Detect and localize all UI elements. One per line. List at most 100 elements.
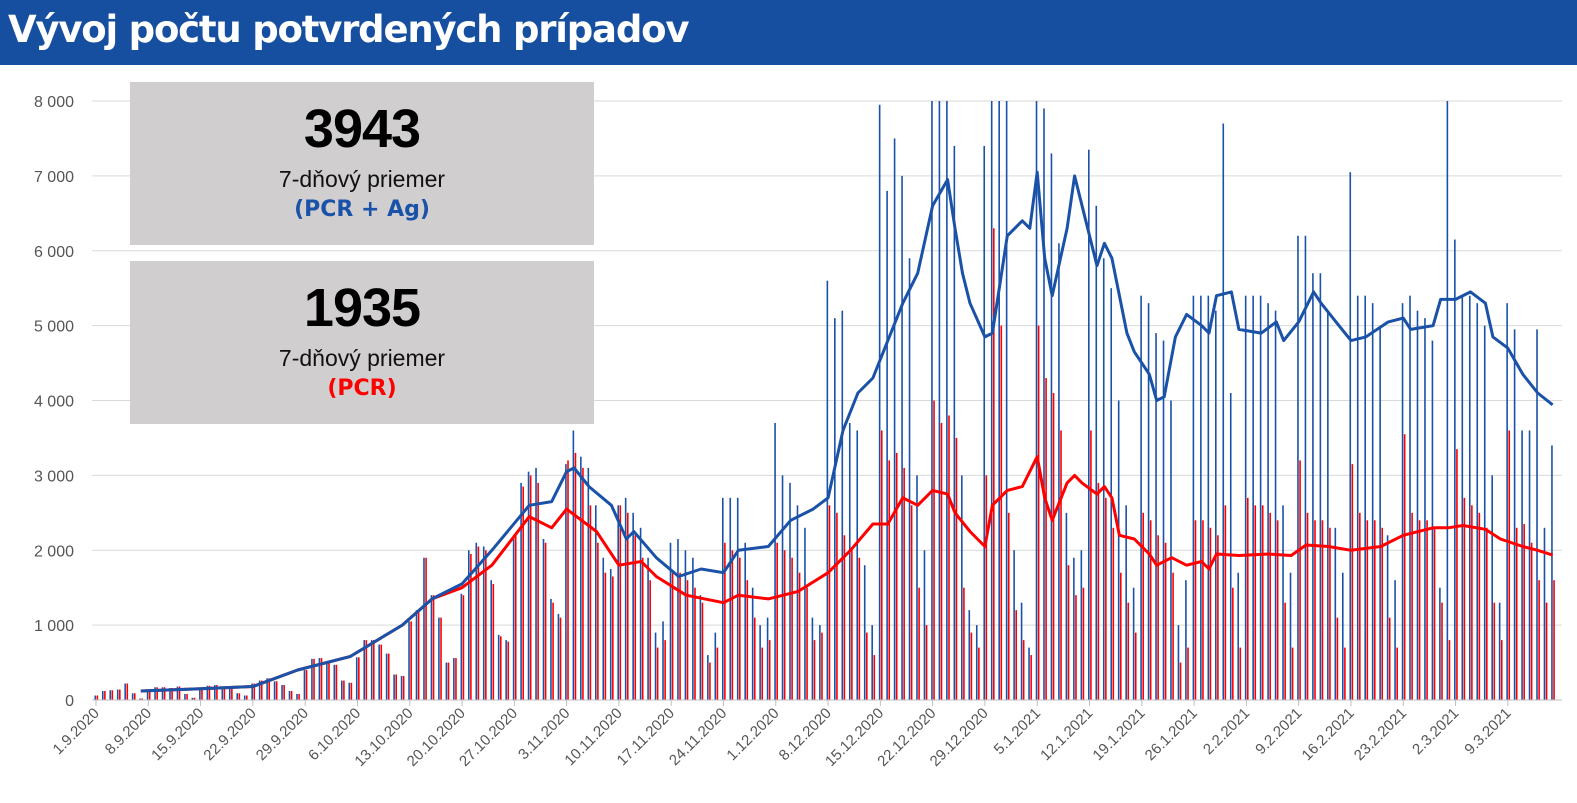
bar-pcr bbox=[462, 595, 465, 700]
bar-pcr-ag bbox=[311, 658, 313, 700]
bar-pcr-ag bbox=[400, 676, 403, 700]
average-line-pcr-ag bbox=[140, 170, 1554, 693]
bar-pcr bbox=[544, 542, 547, 700]
bar-pcr bbox=[1291, 647, 1294, 700]
bar-pcr bbox=[372, 640, 375, 700]
bar-pcr bbox=[208, 685, 211, 700]
bar-pcr-ag bbox=[1543, 527, 1546, 700]
bar-pcr bbox=[104, 691, 106, 700]
x-tick-label: 16.2.2021 bbox=[1299, 705, 1358, 764]
bar-pcr bbox=[1015, 610, 1018, 700]
bar-pcr bbox=[1471, 505, 1473, 700]
bar-pcr-ag bbox=[1162, 340, 1165, 700]
bar-pcr-ag bbox=[1170, 400, 1172, 700]
bar-pcr-ag bbox=[1222, 123, 1225, 700]
bar-pcr-ag bbox=[1013, 550, 1015, 700]
bar-pcr bbox=[813, 640, 816, 700]
bar-pcr bbox=[1127, 602, 1130, 700]
x-tick-label: 19.1.2021 bbox=[1089, 705, 1148, 764]
bar-pcr bbox=[1209, 527, 1212, 700]
bar-pcr-ag bbox=[1065, 512, 1068, 700]
bar-pcr bbox=[895, 452, 898, 700]
bar-pcr bbox=[731, 550, 734, 700]
bar-pcr bbox=[1097, 482, 1100, 700]
bar-pcr-ag bbox=[199, 688, 201, 700]
bar-pcr bbox=[1007, 512, 1010, 700]
bar-pcr bbox=[141, 698, 144, 700]
bar-pcr-ag bbox=[617, 505, 619, 700]
bar-pcr bbox=[171, 688, 173, 700]
bar-pcr-ag bbox=[1140, 295, 1142, 700]
kpi-value: 1935 bbox=[303, 278, 421, 338]
bar-pcr bbox=[1246, 497, 1249, 700]
bar-pcr-ag bbox=[968, 610, 971, 700]
bar-pcr-ag bbox=[871, 625, 873, 700]
x-tick-label: 23.2.2021 bbox=[1351, 705, 1410, 764]
y-tick-label: 0 bbox=[65, 693, 74, 710]
bar-pcr-ag bbox=[1483, 325, 1486, 700]
bar-pcr bbox=[806, 587, 808, 700]
bar-pcr bbox=[343, 680, 345, 700]
bar-pcr-ag bbox=[333, 664, 336, 700]
bar-pcr-ag bbox=[893, 138, 896, 700]
bar-pcr-ag bbox=[1155, 333, 1157, 700]
bar-pcr-ag bbox=[774, 422, 776, 700]
bar-pcr bbox=[358, 657, 360, 700]
bar-pcr-ag bbox=[1371, 303, 1374, 700]
bar-pcr bbox=[1030, 655, 1032, 700]
bar-pcr-ag bbox=[273, 681, 276, 700]
bar-pcr bbox=[1388, 617, 1391, 700]
bar-pcr-ag bbox=[288, 691, 291, 700]
bar-pcr-ag bbox=[1058, 243, 1060, 700]
bar-pcr bbox=[1381, 527, 1384, 700]
bar-pcr-ag bbox=[1341, 572, 1344, 700]
bar-pcr-ag bbox=[1394, 580, 1396, 700]
bar-pcr bbox=[447, 662, 450, 700]
bar-pcr bbox=[1299, 460, 1301, 700]
x-tick-label: 15.9.2020 bbox=[148, 705, 207, 764]
bar-pcr bbox=[499, 636, 502, 700]
kpi-card-pcr: 1935 7-dňový priemer (PCR) bbox=[130, 261, 594, 424]
bar-pcr bbox=[686, 580, 689, 700]
bar-pcr bbox=[880, 430, 883, 700]
kpi-value: 3943 bbox=[303, 99, 421, 159]
bar-pcr-ag bbox=[669, 542, 672, 700]
bar-pcr-ag bbox=[1267, 303, 1269, 700]
page-title: Vývoj počtu potvrdených prípadov bbox=[8, 8, 689, 51]
bar-pcr bbox=[1045, 378, 1047, 700]
bar-pcr bbox=[119, 689, 121, 700]
bar-pcr bbox=[641, 557, 644, 700]
bar-pcr-ag bbox=[453, 658, 455, 700]
bar-pcr bbox=[320, 658, 323, 700]
bar-pcr bbox=[335, 664, 338, 700]
bar-pcr-ag bbox=[878, 104, 881, 700]
bar-pcr-ag bbox=[1095, 205, 1098, 700]
bar-pcr bbox=[1261, 505, 1264, 700]
bar-pcr bbox=[133, 693, 136, 700]
bar-pcr-ag bbox=[423, 557, 425, 700]
bar-pcr bbox=[1239, 647, 1242, 700]
bar-pcr bbox=[1067, 565, 1070, 700]
bar-pcr bbox=[1456, 449, 1458, 700]
bar-pcr-ag bbox=[101, 691, 104, 700]
bar-pcr-ag bbox=[214, 685, 216, 700]
bar-pcr bbox=[709, 662, 711, 700]
bar-pcr-ag bbox=[848, 422, 851, 700]
bar-pcr bbox=[1284, 602, 1286, 700]
bar-pcr-ag bbox=[408, 621, 410, 700]
bar-pcr-ag bbox=[1476, 303, 1479, 700]
bar-pcr-ag bbox=[1349, 172, 1352, 701]
bar-pcr bbox=[626, 512, 629, 700]
bar-pcr-ag bbox=[191, 697, 194, 700]
bar-pcr bbox=[1441, 602, 1443, 700]
bar-pcr bbox=[380, 644, 383, 700]
bar-pcr-ag bbox=[647, 557, 649, 700]
bar-pcr bbox=[417, 610, 420, 700]
bar-pcr bbox=[425, 557, 427, 700]
bar-pcr bbox=[888, 460, 891, 700]
bar-pcr bbox=[843, 535, 846, 700]
bar-pcr-ag bbox=[707, 655, 709, 700]
bar-pcr-ag bbox=[348, 682, 351, 700]
bar-pcr-ag bbox=[1289, 572, 1292, 700]
bar-pcr-ag bbox=[998, 101, 1000, 700]
